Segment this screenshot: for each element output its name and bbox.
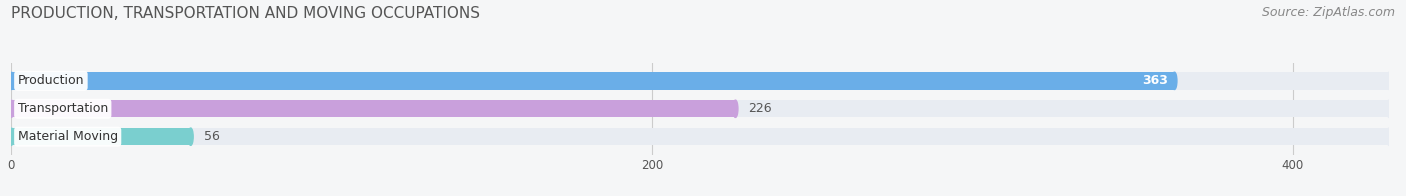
Bar: [11, 128, 191, 145]
Ellipse shape: [188, 128, 193, 145]
Text: PRODUCTION, TRANSPORTATION AND MOVING OCCUPATIONS: PRODUCTION, TRANSPORTATION AND MOVING OC…: [11, 6, 481, 21]
Ellipse shape: [8, 100, 14, 117]
Bar: [11, 72, 1389, 90]
Text: Transportation: Transportation: [18, 102, 108, 115]
Ellipse shape: [8, 100, 14, 117]
Ellipse shape: [1173, 72, 1177, 90]
Ellipse shape: [1386, 72, 1392, 90]
Text: Production: Production: [18, 74, 84, 87]
Bar: [11, 72, 1174, 90]
Ellipse shape: [733, 100, 738, 117]
Text: Source: ZipAtlas.com: Source: ZipAtlas.com: [1261, 6, 1395, 19]
Bar: [11, 128, 1389, 145]
Text: 56: 56: [204, 130, 219, 143]
Text: 363: 363: [1142, 74, 1168, 87]
Bar: [11, 100, 735, 117]
Bar: [11, 100, 1389, 117]
Ellipse shape: [8, 72, 14, 90]
Ellipse shape: [8, 128, 14, 145]
Ellipse shape: [8, 72, 14, 90]
Text: Material Moving: Material Moving: [18, 130, 118, 143]
Ellipse shape: [8, 128, 14, 145]
Text: 226: 226: [748, 102, 772, 115]
Ellipse shape: [1386, 100, 1392, 117]
Ellipse shape: [1386, 128, 1392, 145]
